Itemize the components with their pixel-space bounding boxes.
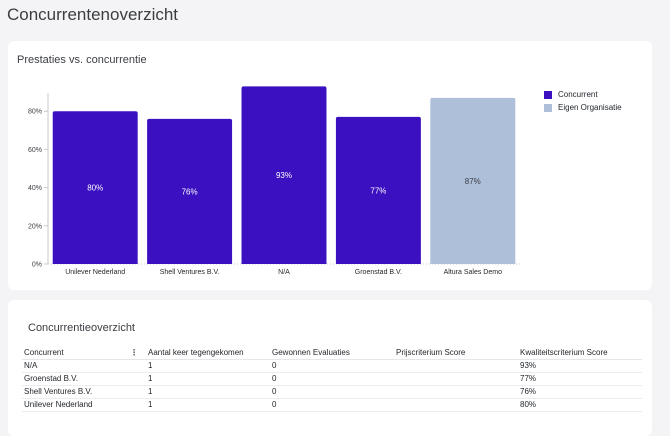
table-row[interactable]: Shell Ventures B.V. 1 0 76% bbox=[22, 385, 642, 399]
column-header-aantal[interactable]: Aantal keer tegengekomen bbox=[146, 346, 270, 360]
x-category-label: Groenstad B.V. bbox=[355, 269, 402, 276]
table-card: Concurrentieoverzicht Concurrent ⋮ Aanta… bbox=[8, 300, 652, 436]
legend-label: Concurrent bbox=[558, 90, 598, 99]
table-row[interactable]: Unilever Nederland 1 0 80% bbox=[22, 398, 642, 412]
cell-kwaliteit: 80% bbox=[518, 398, 642, 412]
cell-aantal: 1 bbox=[146, 372, 270, 386]
legend-item-concurrent[interactable]: Concurrent bbox=[544, 88, 622, 101]
cell-gewonnen: 0 bbox=[270, 385, 394, 399]
bar-chart: 0% 20% 40% 60% 80% 80% Unilever Nederland 76% Sh… bbox=[28, 86, 520, 276]
bar-value-label: 77% bbox=[370, 186, 386, 195]
column-header-concurrent[interactable]: Concurrent ⋮ bbox=[22, 346, 146, 360]
cell-aantal: 1 bbox=[146, 398, 270, 412]
y-tick-label: 60% bbox=[28, 147, 42, 154]
page-title: Concurrentenoverzicht bbox=[7, 5, 179, 24]
cell-concurrent: Unilever Nederland bbox=[22, 398, 146, 412]
table-row[interactable]: N/A 1 0 93% bbox=[22, 359, 642, 373]
legend-swatch-eigen-organisatie bbox=[544, 103, 552, 112]
cell-kwaliteit: 77% bbox=[518, 372, 642, 386]
table-header-row: Concurrent ⋮ Aantal keer tegengekomen Ge… bbox=[22, 346, 642, 360]
cell-prijs bbox=[394, 385, 518, 399]
cell-concurrent: N/A bbox=[22, 359, 146, 373]
column-menu-icon[interactable]: ⋮ bbox=[130, 347, 138, 357]
y-tick-label: 20% bbox=[28, 223, 42, 230]
x-category-label: Unilever Nederland bbox=[65, 269, 125, 276]
chart-bar[interactable] bbox=[335, 116, 421, 265]
cell-gewonnen: 0 bbox=[270, 398, 394, 412]
chart-bar[interactable] bbox=[430, 97, 516, 264]
cell-prijs bbox=[394, 372, 518, 386]
competitor-table: Concurrent ⋮ Aantal keer tegengekomen Ge… bbox=[22, 346, 642, 412]
cell-kwaliteit: 93% bbox=[518, 359, 642, 373]
column-header-kwaliteit[interactable]: Kwaliteitscriterium Score bbox=[518, 346, 642, 360]
cell-concurrent: Shell Ventures B.V. bbox=[22, 385, 146, 399]
column-header-label: Concurrent bbox=[24, 347, 64, 357]
chart-bar[interactable] bbox=[147, 118, 233, 264]
column-header-prijs[interactable]: Prijscriterium Score bbox=[394, 346, 518, 360]
bar-value-label: 76% bbox=[182, 187, 198, 196]
column-header-gewonnen[interactable]: Gewonnen Evaluaties bbox=[270, 346, 394, 360]
cell-prijs bbox=[394, 359, 518, 373]
chart-bar[interactable] bbox=[52, 111, 138, 264]
x-category-label: Altura Sales Demo bbox=[444, 269, 502, 276]
cell-gewonnen: 0 bbox=[270, 372, 394, 386]
cell-kwaliteit: 76% bbox=[518, 385, 642, 399]
chart-legend: Concurrent Eigen Organisatie bbox=[544, 88, 622, 114]
bar-value-label: 87% bbox=[465, 177, 481, 186]
chart-card: 0% 20% 40% 60% 80% 80% Unilever Nederland 76% Sh… bbox=[8, 41, 652, 290]
legend-swatch-concurrent bbox=[544, 90, 552, 99]
legend-label: Eigen Organisatie bbox=[558, 103, 622, 112]
chart-bar[interactable] bbox=[241, 86, 327, 264]
cell-aantal: 1 bbox=[146, 385, 270, 399]
bar-value-label: 93% bbox=[276, 171, 292, 180]
table-title: Concurrentieoverzicht bbox=[28, 322, 135, 334]
chart-title: Prestaties vs. concurrentie bbox=[17, 54, 147, 66]
x-category-label: Shell Ventures B.V. bbox=[160, 269, 220, 276]
cell-concurrent: Groenstad B.V. bbox=[22, 372, 146, 386]
table-row[interactable]: Groenstad B.V. 1 0 77% bbox=[22, 372, 642, 386]
bar-value-label: 80% bbox=[87, 184, 103, 193]
cell-prijs bbox=[394, 398, 518, 412]
cell-aantal: 1 bbox=[146, 359, 270, 373]
y-tick-label: 0% bbox=[32, 262, 42, 269]
x-category-label: N/A bbox=[278, 269, 290, 276]
y-tick-label: 40% bbox=[28, 185, 42, 192]
legend-item-eigen-organisatie[interactable]: Eigen Organisatie bbox=[544, 101, 622, 114]
y-tick-label: 80% bbox=[28, 109, 42, 116]
cell-gewonnen: 0 bbox=[270, 359, 394, 373]
